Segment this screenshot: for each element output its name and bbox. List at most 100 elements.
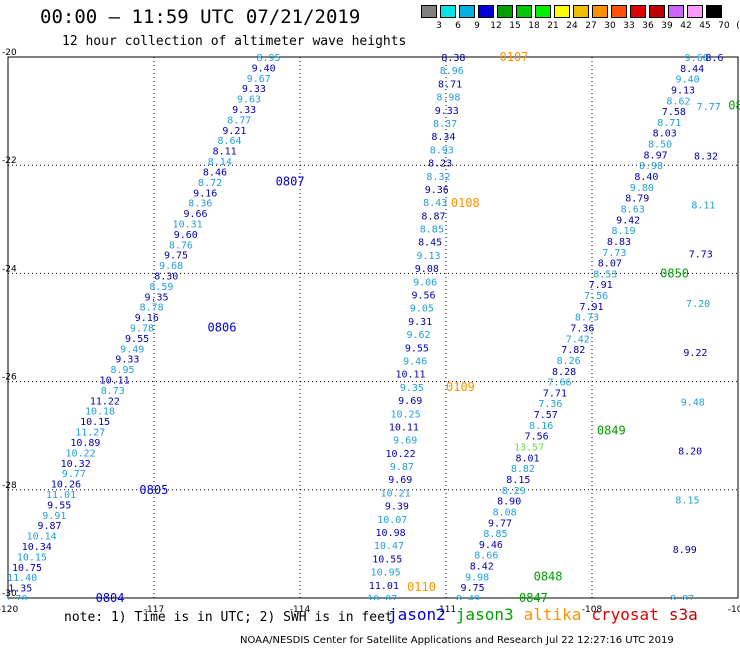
swh-value: 8.82 bbox=[511, 464, 535, 475]
swh-value: 9.60 bbox=[174, 230, 198, 241]
swh-value: 9.31 bbox=[408, 317, 432, 328]
swh-value: 10.14 bbox=[27, 532, 57, 543]
y-tick-label: -24 bbox=[2, 264, 17, 274]
swh-value: 10.21 bbox=[381, 488, 411, 499]
color-scale-label: 36 bbox=[642, 21, 654, 31]
swh-value: 9.46 bbox=[403, 356, 427, 367]
swh-value: 9.77 bbox=[62, 469, 86, 480]
pass-time-label: 0849 bbox=[597, 423, 626, 437]
swh-value: 9.05 bbox=[410, 304, 434, 315]
color-swatch bbox=[535, 5, 551, 18]
swh-value: 11.01 bbox=[369, 581, 399, 592]
swh-value: 9.33 bbox=[242, 84, 266, 95]
swh-value: 8.73 bbox=[101, 386, 125, 397]
swh-value: 8.77 bbox=[227, 115, 251, 126]
swh-value: 9.69 bbox=[393, 436, 417, 447]
swh-value: 10.34 bbox=[22, 542, 52, 553]
swh-value: 9.67 bbox=[247, 74, 271, 85]
swh-value: 9.13 bbox=[416, 251, 440, 262]
swh-value: 10.07 bbox=[377, 515, 407, 526]
plot-frame bbox=[7, 56, 739, 599]
data-layer: 10.7011.3511.4010.7510.1510.3410.149.879… bbox=[2, 53, 723, 600]
swh-value: 10.15 bbox=[80, 417, 110, 428]
swh-value: 8.95 bbox=[110, 365, 134, 376]
color-swatch bbox=[592, 5, 608, 18]
y-tick-label: -30 bbox=[2, 589, 17, 599]
swh-value: 8.46 bbox=[203, 167, 227, 178]
pass-time-label: 0108 bbox=[451, 196, 480, 210]
swh-value: 9.35 bbox=[400, 383, 424, 394]
swh-value: 8.08 bbox=[493, 507, 517, 518]
swh-value: 8.01 bbox=[515, 453, 539, 464]
swh-value: 7.56 bbox=[584, 291, 608, 302]
y-tick-label: -22 bbox=[2, 156, 17, 166]
pass-time-label: 0807 bbox=[276, 174, 305, 188]
swh-value: 8.99 bbox=[673, 545, 697, 556]
swh-value: 13.57 bbox=[514, 443, 544, 454]
swh-value: 7.66 bbox=[547, 378, 571, 389]
color-scale-label: 21 bbox=[547, 21, 559, 31]
swh-value: 9.48 bbox=[681, 397, 705, 408]
swh-value: 10.11 bbox=[395, 370, 425, 381]
color-swatch bbox=[478, 5, 494, 18]
swh-value: 9.46 bbox=[479, 540, 503, 551]
swh-value: 8.95 bbox=[256, 53, 280, 64]
x-tick-label: -120 bbox=[0, 605, 18, 615]
chart-subtitle: 12 hour collection of altimeter wave hei… bbox=[62, 34, 407, 49]
color-scale-label: 15 bbox=[509, 21, 521, 31]
x-tick-label: -117 bbox=[144, 605, 164, 615]
swh-value: 9.69 bbox=[388, 475, 412, 486]
x-tick-label: -114 bbox=[290, 605, 311, 615]
color-scale-label: 24 bbox=[566, 21, 578, 31]
swh-value: 9.68 bbox=[685, 53, 709, 64]
swh-value: 8.11 bbox=[213, 147, 237, 158]
swh-value: 10.15 bbox=[17, 552, 47, 563]
color-scale-label: 6 bbox=[455, 21, 461, 31]
color-swatch bbox=[554, 5, 570, 18]
swh-value: 9.62 bbox=[406, 330, 430, 341]
swh-value: 8.32 bbox=[426, 172, 450, 183]
swh-value: 8.85 bbox=[483, 529, 507, 540]
color-scale-label: 42 bbox=[680, 21, 692, 31]
swh-value: 8.16 bbox=[529, 421, 553, 432]
swh-value: 11.35 bbox=[2, 584, 32, 595]
chart-title: 00:00 – 11:59 UTC 07/21/2019 bbox=[40, 6, 361, 28]
swh-value: 10.32 bbox=[61, 459, 91, 470]
swh-value: 7.71 bbox=[543, 388, 567, 399]
swh-value: 10.22 bbox=[65, 448, 95, 459]
x-tick-label: -108 bbox=[582, 605, 603, 615]
color-swatch bbox=[421, 5, 437, 18]
color-scale-label: 39 bbox=[661, 21, 673, 31]
footnote: note: 1) Time is in UTC; 2) SWH is in fe… bbox=[64, 610, 393, 625]
color-swatch bbox=[687, 5, 703, 18]
swh-value: 7.82 bbox=[561, 345, 585, 356]
swh-value: 11.01 bbox=[46, 490, 76, 501]
swh-value: 9.55 bbox=[47, 500, 71, 511]
swh-value: 8.42 bbox=[470, 562, 494, 573]
swh-value: 8.72 bbox=[198, 178, 222, 189]
swh-value: 8.30 bbox=[154, 271, 178, 282]
swh-value: 8.66 bbox=[474, 551, 498, 562]
swh-value: 8.83 bbox=[607, 237, 631, 248]
swh-value: 8.93 bbox=[430, 145, 454, 156]
color-scale-label: 18 bbox=[528, 21, 540, 31]
swh-value: 10.95 bbox=[371, 568, 401, 579]
swh-value: 8.19 bbox=[612, 226, 636, 237]
pass-time-label: 0847 bbox=[519, 591, 548, 605]
swh-value: 8.36 bbox=[188, 199, 212, 210]
swh-value: 7.42 bbox=[566, 334, 590, 345]
swh-value: 10.47 bbox=[374, 541, 404, 552]
swh-value: 9.56 bbox=[411, 291, 435, 302]
swh-value: 11.40 bbox=[7, 573, 37, 584]
swh-value: 9.98 bbox=[465, 572, 489, 583]
swh-value: 8.97 bbox=[644, 150, 668, 161]
swh-value: 9.68 bbox=[159, 261, 183, 272]
legend-entry: cryosat bbox=[591, 605, 659, 624]
swh-value: 9.39 bbox=[385, 502, 409, 513]
color-scale-label: 30 bbox=[604, 21, 616, 31]
color-scale-label: (ft) bbox=[736, 21, 740, 31]
y-tick-label: -26 bbox=[2, 373, 17, 383]
swh-value: 7.20 bbox=[686, 299, 710, 310]
swh-value: 8.6 bbox=[705, 53, 723, 64]
swh-value: 8.73 bbox=[575, 313, 599, 324]
